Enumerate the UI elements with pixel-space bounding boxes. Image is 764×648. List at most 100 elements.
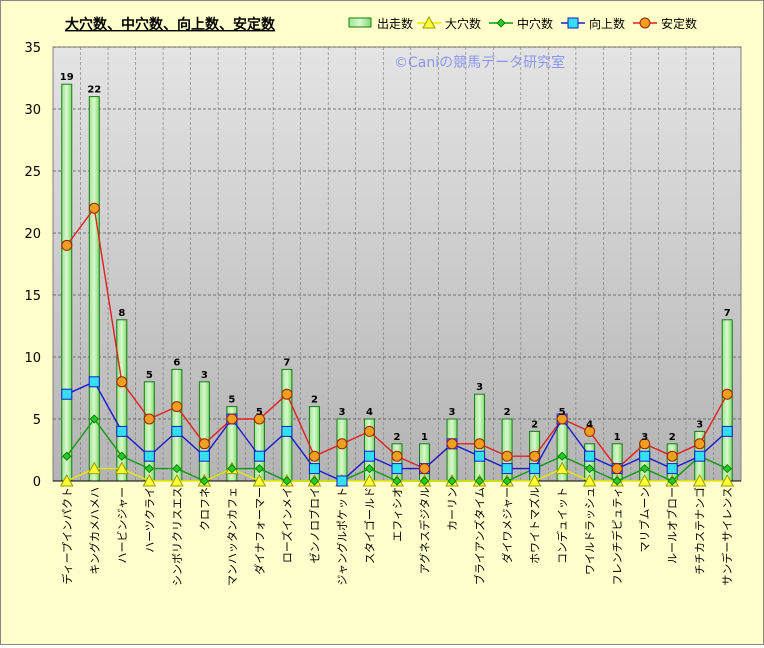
series-marker: [692, 473, 707, 487]
series-marker: [171, 401, 183, 413]
series-marker: [502, 476, 512, 486]
series-marker: [556, 413, 568, 425]
series-marker: [666, 463, 678, 475]
series-marker: [169, 473, 184, 487]
series-marker: [142, 473, 157, 487]
watermark: ©Caniの競馬データ研究室: [394, 54, 565, 71]
series-marker: [253, 450, 265, 462]
series-marker: [254, 464, 264, 474]
legend-label: 大穴数: [445, 16, 481, 31]
x-tick-label: ハービンジャー: [116, 487, 129, 563]
series-marker: [199, 476, 209, 486]
series-marker: [391, 463, 403, 475]
series-marker: [89, 414, 99, 424]
series-marker: [555, 461, 569, 475]
series-marker: [171, 425, 183, 437]
x-tick-label: カーリン: [446, 487, 459, 531]
series-marker: [144, 464, 154, 474]
series-marker: [59, 473, 74, 487]
series-marker: [363, 425, 375, 437]
series-marker: [116, 425, 128, 437]
x-tick-label: ブライアンズタイム: [473, 487, 487, 585]
series-marker: [61, 388, 73, 400]
data-label: 7: [724, 308, 731, 319]
series-marker: [611, 463, 623, 475]
series-marker: [694, 438, 706, 450]
legend-marker: [422, 15, 436, 29]
x-tick-label: マリブムーン: [638, 487, 652, 552]
series-marker: [529, 450, 541, 462]
data-label: 5: [146, 370, 153, 381]
series-marker: [694, 450, 706, 462]
legend: 出走数 大穴数 中穴数 向上数 安定数: [348, 15, 697, 31]
series-marker: [281, 388, 293, 400]
data-label: 5: [228, 395, 235, 406]
data-label: 2: [504, 407, 511, 418]
y-tick-label: 5: [33, 413, 41, 428]
data-label: 22: [87, 85, 101, 96]
data-label: 3: [476, 382, 483, 393]
series-marker: [226, 413, 238, 425]
data-label: 3: [201, 370, 208, 381]
bar: [474, 393, 486, 482]
x-tick-label: スタイゴールド: [362, 487, 376, 564]
data-label: 3: [696, 419, 703, 430]
data-label: 1: [421, 432, 428, 443]
legend-marker: [639, 17, 651, 29]
data-label: 3: [338, 407, 345, 418]
legend-label: 中穴数: [517, 16, 553, 31]
x-tick-label: フレンチデピュティ: [610, 487, 624, 585]
y-tick-label: 10: [24, 351, 41, 366]
data-label: 6: [173, 357, 180, 368]
y-tick-label: 15: [24, 289, 41, 304]
series-marker: [612, 476, 622, 486]
bar: [61, 83, 73, 482]
legend-label: 出走数: [377, 16, 413, 31]
series-marker: [252, 473, 267, 487]
series-marker: [501, 463, 513, 475]
data-label: 4: [586, 419, 593, 430]
x-tick-label: ハーツクライ: [143, 487, 156, 553]
series-marker: [308, 463, 320, 475]
series-marker: [308, 450, 320, 462]
x-tick-label: キングカメハメハ: [87, 487, 101, 575]
x-tick-label: ディープインパクト: [60, 487, 74, 585]
series-marker: [87, 461, 102, 475]
series-marker: [227, 464, 237, 474]
series-marker: [419, 463, 431, 475]
x-tick-label: マンハッタンカフェ: [226, 487, 239, 586]
bar: [198, 381, 210, 482]
series-marker: [582, 473, 597, 487]
data-label: 2: [531, 419, 538, 430]
series-marker: [143, 450, 155, 462]
x-tick-label: シンボリクリスエス: [171, 487, 184, 586]
series-marker: [172, 464, 182, 474]
series-marker: [640, 464, 650, 474]
series-marker: [392, 476, 402, 486]
x-tick-label: コンデュイット: [555, 487, 569, 564]
data-label: 8: [118, 308, 125, 319]
series-marker: [198, 450, 210, 462]
x-tick-label: エフィシオ: [391, 487, 404, 542]
series-marker: [447, 476, 457, 486]
data-label: 2: [394, 432, 401, 443]
series-marker: [666, 450, 678, 462]
series-marker: [501, 450, 513, 462]
bar: [446, 418, 458, 482]
data-label: 4: [366, 407, 373, 418]
x-tick-label: ローズインメイ: [280, 487, 294, 563]
series-marker: [529, 463, 541, 475]
series-marker: [198, 438, 210, 450]
series-marker: [584, 425, 596, 437]
chart-title: 大穴数、中穴数、向上数、安定数: [65, 16, 276, 33]
legend-label: 向上数: [589, 16, 625, 31]
data-label: 2: [311, 395, 318, 406]
legend-marker: [567, 17, 579, 29]
series-marker: [722, 464, 732, 474]
series-marker: [391, 450, 403, 462]
series-marker: [114, 461, 129, 475]
data-label: 19: [60, 72, 74, 83]
data-label: 1: [614, 432, 621, 443]
x-tick-label: サンデーサイレンス: [720, 487, 734, 586]
